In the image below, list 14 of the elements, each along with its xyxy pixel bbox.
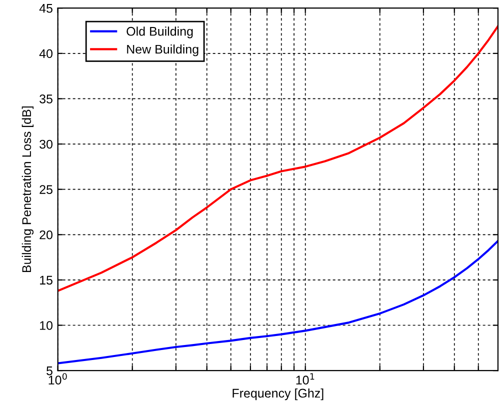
y-tick-label: 40 [39,49,52,58]
y-tick-label: 25 [40,185,52,194]
y-tick-label: 10 [40,321,52,330]
y-tick-label: 30 [40,140,52,149]
y-tick-label: 15 [40,276,52,285]
y-tick-label: 20 [40,230,52,240]
y-tick-label: 35 [40,94,52,104]
y-axis-title: Building Penetration Loss [dB] [22,106,34,272]
legend-label: New Building [127,44,198,56]
y-tick-label: 5 [46,366,52,376]
y-tick-label: 45 [39,4,52,13]
x-axis-title: Frequency [Ghz] [232,388,324,400]
x-tick-label: 10$^{1}$ [296,373,314,385]
legend-label: Old Building [126,26,193,38]
